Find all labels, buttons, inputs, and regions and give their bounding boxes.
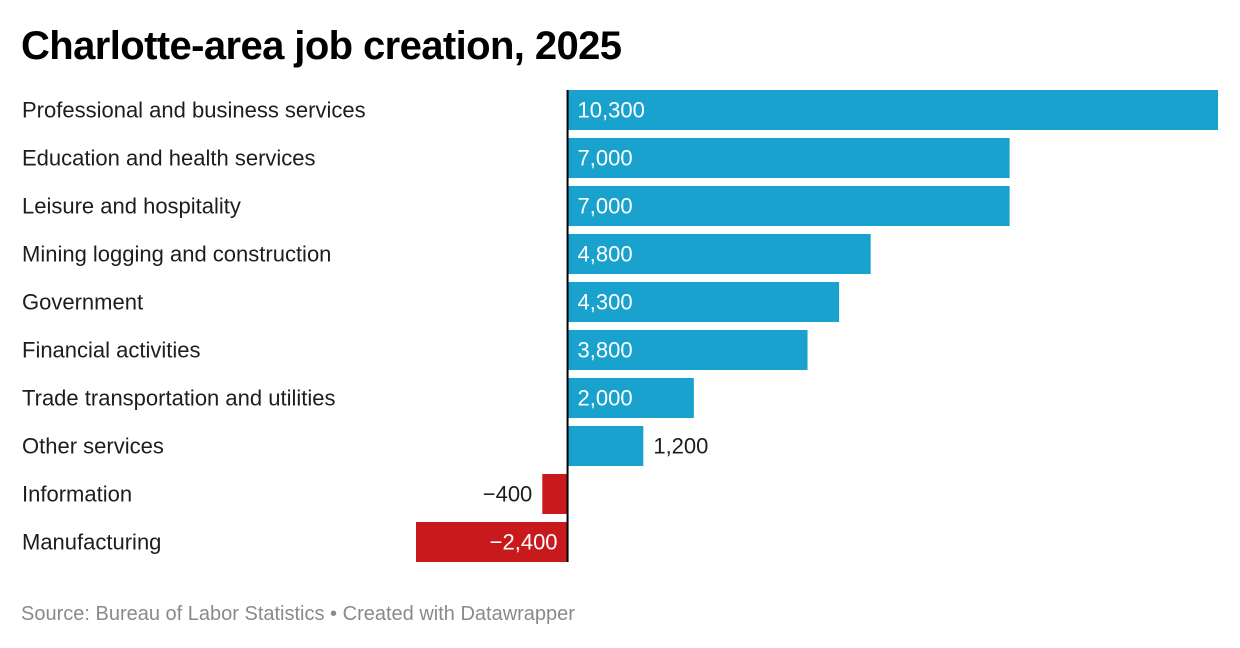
chart-footer: Source: Bureau of Labor Statistics • Cre… xyxy=(21,602,575,626)
category-label-mining-logging-and-construction: Mining logging and construction xyxy=(22,242,331,267)
value-label-leisure-and-hospitality: 7,000 xyxy=(578,194,633,219)
labels-layer: Professional and business services 10,300… xyxy=(22,98,708,555)
bar-education-and-health-services xyxy=(567,138,1010,178)
footer-separator: • xyxy=(324,603,343,625)
bar-government xyxy=(567,282,840,322)
value-label-information: −400 xyxy=(483,482,533,507)
category-label-trade-transportation-and-utilities: Trade transportation and utilities xyxy=(22,386,335,411)
category-label-education-and-health-services: Education and health services xyxy=(22,146,316,171)
value-label-other-services: 1,200 xyxy=(653,434,708,459)
bar-mining-logging-and-construction xyxy=(567,234,871,274)
value-label-professional-and-business-services: 10,300 xyxy=(578,98,645,123)
category-label-manufacturing: Manufacturing xyxy=(22,530,161,555)
credit-note: Created with Datawrapper xyxy=(342,603,575,625)
category-label-other-services: Other services xyxy=(22,434,164,459)
value-label-mining-logging-and-construction: 4,800 xyxy=(578,242,633,267)
category-label-leisure-and-hospitality: Leisure and hospitality xyxy=(22,194,241,219)
bar-financial-activities xyxy=(567,330,808,370)
bar-trade-transportation-and-utilities xyxy=(567,378,694,418)
source-note: Source: Bureau of Labor Statistics xyxy=(21,603,325,625)
bar-other-services xyxy=(567,426,644,466)
category-label-government: Government xyxy=(22,290,143,315)
value-label-education-and-health-services: 7,000 xyxy=(578,146,633,171)
bar-manufacturing xyxy=(416,522,568,562)
category-label-information: Information xyxy=(22,482,132,507)
value-label-manufacturing: −2,400 xyxy=(490,530,558,555)
value-label-trade-transportation-and-utilities: 2,000 xyxy=(578,386,633,411)
bars-layer xyxy=(416,90,1218,562)
bar-leisure-and-hospitality xyxy=(567,186,1010,226)
category-label-financial-activities: Financial activities xyxy=(22,338,201,363)
bar-information xyxy=(542,474,568,514)
category-label-professional-and-business-services: Professional and business services xyxy=(22,98,366,123)
value-label-financial-activities: 3,800 xyxy=(578,338,633,363)
bar-chart: Professional and business services 10,300… xyxy=(22,90,1218,562)
bar-professional-and-business-services xyxy=(567,90,1218,130)
chart-title: Charlotte-area job creation, 2025 xyxy=(21,24,622,68)
value-label-government: 4,300 xyxy=(578,290,633,315)
